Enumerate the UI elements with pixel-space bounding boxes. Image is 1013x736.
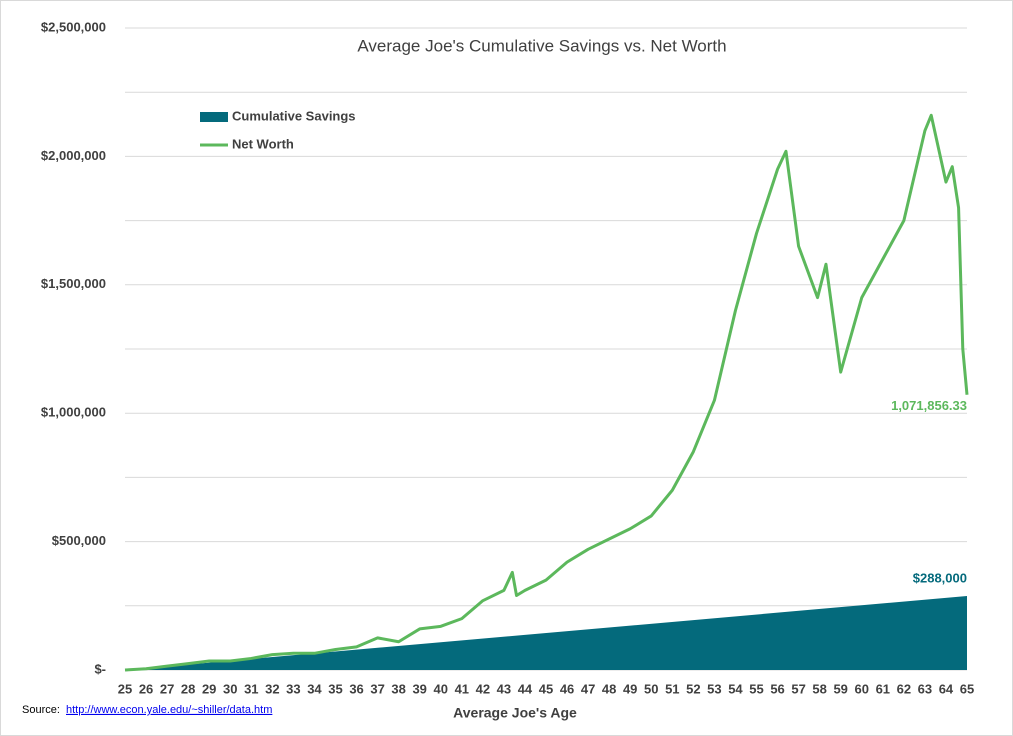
- source-link[interactable]: http://www.econ.yale.edu/~shiller/data.h…: [66, 704, 272, 716]
- x-tick-label: 36: [349, 681, 363, 696]
- x-tick-label: 59: [833, 681, 847, 696]
- x-tick-label: 62: [897, 681, 911, 696]
- x-axis-label: Average Joe's Age: [453, 705, 577, 721]
- x-tick-label: 51: [665, 681, 679, 696]
- x-tick-label: 31: [244, 681, 258, 696]
- x-tick-label: 52: [686, 681, 700, 696]
- y-tick-label: $500,000: [52, 533, 106, 548]
- x-tick-label: 34: [307, 681, 322, 696]
- x-tick-label: 28: [181, 681, 195, 696]
- x-tick-label: 37: [370, 681, 384, 696]
- x-tick-label: 39: [412, 681, 426, 696]
- x-tick-label: 60: [855, 681, 869, 696]
- source-url[interactable]: http://www.econ.yale.edu/~shiller/data.h…: [66, 704, 272, 716]
- y-tick-label: $1,000,000: [41, 405, 106, 420]
- x-tick-label: 65: [960, 681, 974, 696]
- x-tick-label: 56: [770, 681, 784, 696]
- x-tick-label: 42: [476, 681, 490, 696]
- x-tick-label: 55: [749, 681, 763, 696]
- x-tick-label: 49: [623, 681, 637, 696]
- legend-label: Cumulative Savings: [232, 108, 356, 123]
- source-label: Source:: [22, 704, 60, 716]
- x-tick-label: 58: [812, 681, 826, 696]
- data-label: 1,071,856.33: [891, 398, 967, 413]
- x-tick-label: 27: [160, 681, 174, 696]
- chart-title: Average Joe's Cumulative Savings vs. Net…: [357, 36, 726, 55]
- x-tick-label: 25: [118, 681, 132, 696]
- x-tick-label: 35: [328, 681, 342, 696]
- x-tick-label: 63: [918, 681, 932, 696]
- x-tick-label: 38: [391, 681, 405, 696]
- x-tick-label: 43: [497, 681, 511, 696]
- line: [124, 113, 969, 672]
- legend-label: Net Worth: [232, 136, 294, 151]
- y-tick-label: $2,500,000: [41, 19, 106, 34]
- x-tick-label: 50: [644, 681, 658, 696]
- x-tick-label: 41: [455, 681, 469, 696]
- y-tick-label: $2,000,000: [41, 148, 106, 163]
- y-tick-label: $-: [94, 661, 106, 676]
- x-tick-label: 47: [581, 681, 595, 696]
- x-tick-label: 33: [286, 681, 300, 696]
- legend-swatch: [200, 112, 228, 122]
- x-tick-label: 32: [265, 681, 279, 696]
- x-tick-label: 53: [707, 681, 721, 696]
- x-tick-label: 48: [602, 681, 616, 696]
- x-tick-label: 26: [139, 681, 153, 696]
- area: [125, 596, 967, 670]
- x-tick-label: 40: [434, 681, 448, 696]
- x-tick-label: 30: [223, 681, 237, 696]
- x-tick-label: 46: [560, 681, 574, 696]
- data-label: $288,000: [913, 570, 967, 585]
- x-tick-label: 54: [728, 681, 743, 696]
- x-tick-label: 44: [518, 681, 533, 696]
- y-tick-label: $1,500,000: [41, 276, 106, 291]
- x-tick-label: 29: [202, 681, 216, 696]
- x-tick-label: 45: [539, 681, 553, 696]
- x-tick-label: 64: [939, 681, 954, 696]
- x-tick-label: 57: [791, 681, 805, 696]
- x-tick-label: 61: [876, 681, 890, 696]
